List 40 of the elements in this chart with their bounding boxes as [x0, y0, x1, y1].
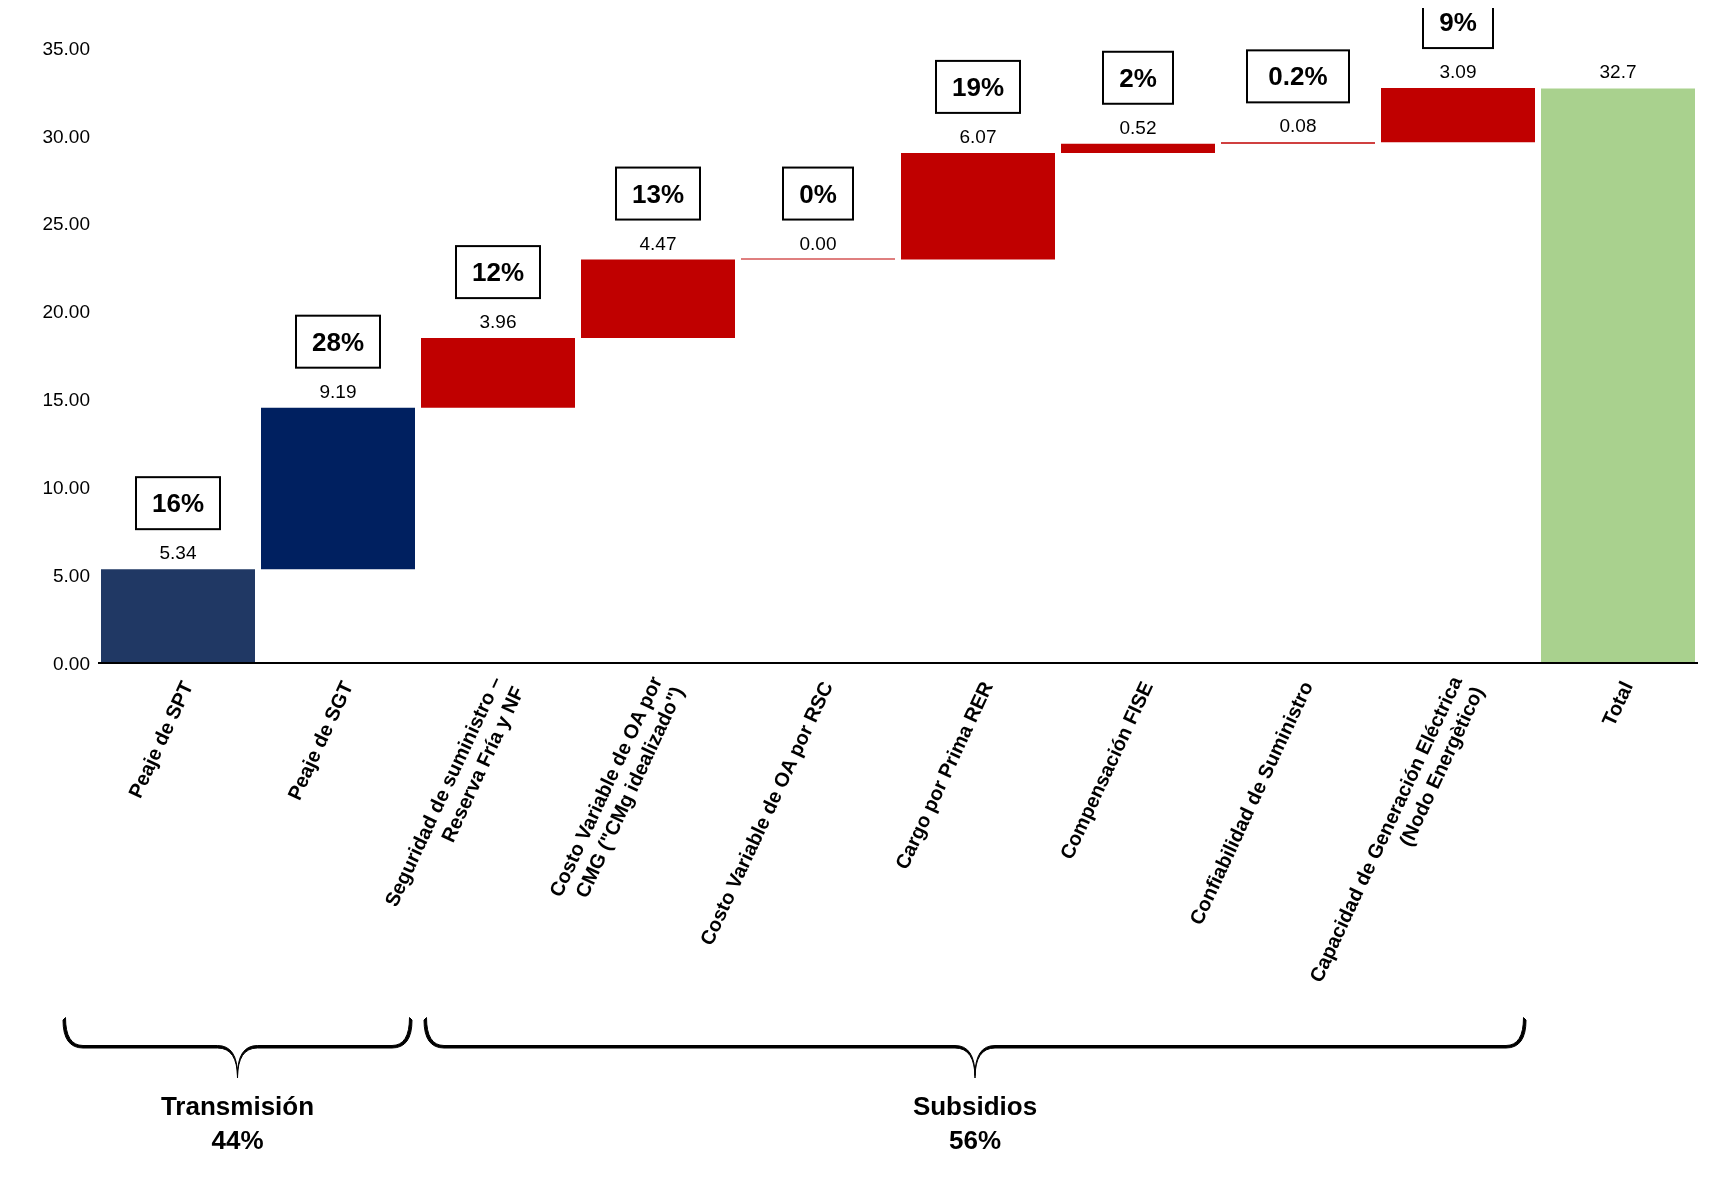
data-label: 3.96 [479, 311, 517, 333]
annotation: 2% [1119, 62, 1157, 93]
annotation: 12% [471, 257, 525, 288]
annotation: 19% [951, 71, 1005, 102]
bar [421, 338, 575, 408]
data-label: 32.7 [1599, 61, 1637, 83]
bar [1541, 88, 1695, 663]
data-label: 5.34 [159, 542, 197, 564]
bar [261, 407, 415, 570]
x-tick-label: Peaje de SPT [124, 677, 198, 802]
y-tick-label: 10.00 [42, 477, 90, 499]
data-label: 4.47 [639, 232, 677, 254]
bar [581, 259, 735, 339]
x-tick-label: Total [1597, 677, 1638, 730]
annotation: 0.2% [1268, 61, 1328, 92]
annotation: 0% [799, 178, 837, 209]
y-tick-label: 30.00 [42, 125, 90, 147]
annotation: 16% [151, 488, 205, 519]
text: Subsidios 56% [912, 1091, 1038, 1155]
data-label: 0.08 [1279, 115, 1317, 137]
x-tick-label: Peaje de SGT [283, 677, 358, 804]
y-tick-label: 20.00 [42, 301, 90, 323]
annotation: 13% [631, 178, 685, 209]
data-label: 6.07 [959, 125, 997, 147]
annotation: 28% [311, 326, 365, 357]
data-label: 9.19 [319, 380, 357, 402]
bar [901, 152, 1055, 260]
y-tick-label: 35.00 [42, 37, 90, 59]
data-label: 0.00 [799, 232, 837, 254]
annotation: 9% [1439, 7, 1477, 38]
y-tick-label: 0.00 [53, 652, 90, 674]
bar [1061, 143, 1215, 153]
data-label: 0.52 [1119, 116, 1157, 138]
y-tick-label: 15.00 [42, 389, 90, 411]
bar [101, 569, 255, 663]
text: Transmisión 44% [160, 1091, 315, 1155]
data-label: 3.09 [1439, 61, 1477, 83]
bar [1381, 88, 1535, 143]
y-tick-label: 25.00 [42, 213, 90, 235]
y-tick-label: 5.00 [53, 564, 90, 586]
